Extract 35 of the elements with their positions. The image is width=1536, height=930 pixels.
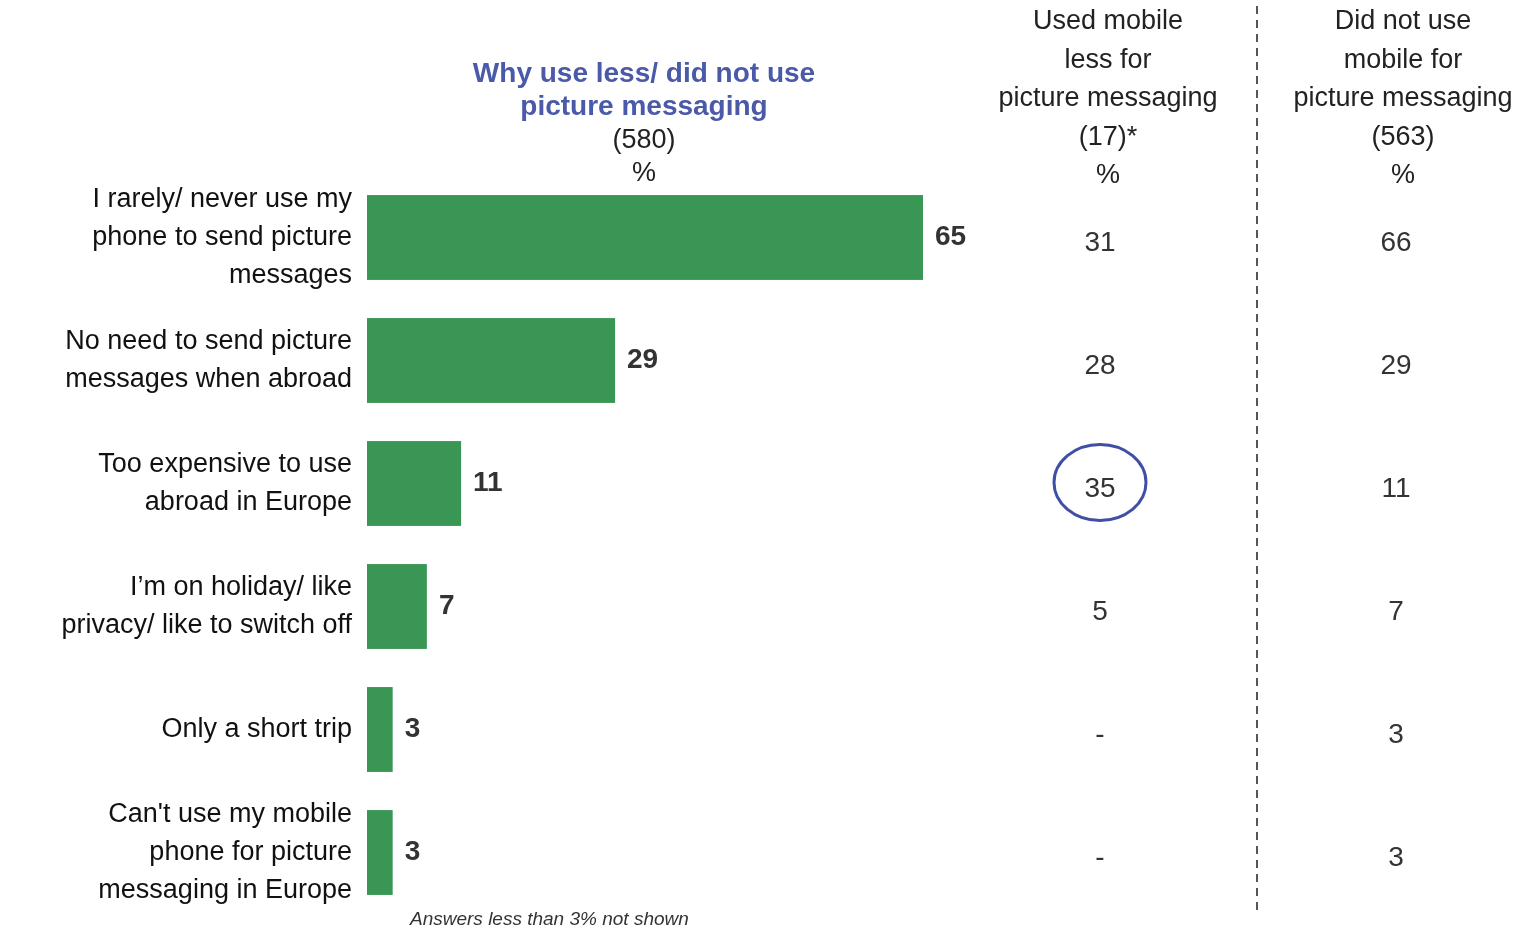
data-label: 65 <box>935 219 967 251</box>
data-label: 29 <box>627 342 659 374</box>
y-tick-label: No need to send picture messages when abroad <box>65 324 352 393</box>
y-tick-label: Only a short trip <box>161 712 352 743</box>
bar <box>367 810 393 895</box>
text: 5 <box>1092 594 1108 626</box>
y-tick-label: I rarely/ never use my phone to send picture messages <box>92 182 353 289</box>
bar <box>367 195 923 280</box>
y-tick-label: Too expensive to use abroad in Europe <box>98 447 352 516</box>
bar <box>367 564 427 649</box>
text: 29 <box>1380 348 1412 380</box>
data-label: 7 <box>438 588 455 620</box>
text: 35 <box>1084 471 1116 503</box>
text: - <box>1095 840 1105 872</box>
data-label: 11 <box>473 465 503 497</box>
text: 66 <box>1380 225 1412 257</box>
text: 3 <box>1388 717 1404 749</box>
text: Did not use mobile for picture messaging (563) % <box>1293 5 1513 190</box>
bar <box>367 318 616 403</box>
text: 28 <box>1084 348 1116 380</box>
chart-title: Why use less/ did not use picture messaging <box>472 57 816 122</box>
data-label: 3 <box>404 711 421 743</box>
y-tick-label: I’m on holiday/ like privacy/ like to switch off <box>61 570 353 639</box>
y-tick-label: Can't use my mobile phone for picture messaging in Europe <box>98 797 352 904</box>
text: 11 <box>1381 471 1411 503</box>
text: 3 <box>1388 840 1404 872</box>
bar <box>367 687 393 772</box>
annotation: Answers less than 3% not shown <box>409 908 689 930</box>
text: - <box>1095 717 1105 749</box>
text: 7 <box>1388 594 1404 626</box>
text: Used mobile less for picture messaging (17)* % <box>998 5 1218 190</box>
bar <box>367 441 462 526</box>
text: 31 <box>1084 225 1116 257</box>
data-label: 3 <box>404 834 421 866</box>
chart-subtitle: (580) % <box>612 124 676 188</box>
